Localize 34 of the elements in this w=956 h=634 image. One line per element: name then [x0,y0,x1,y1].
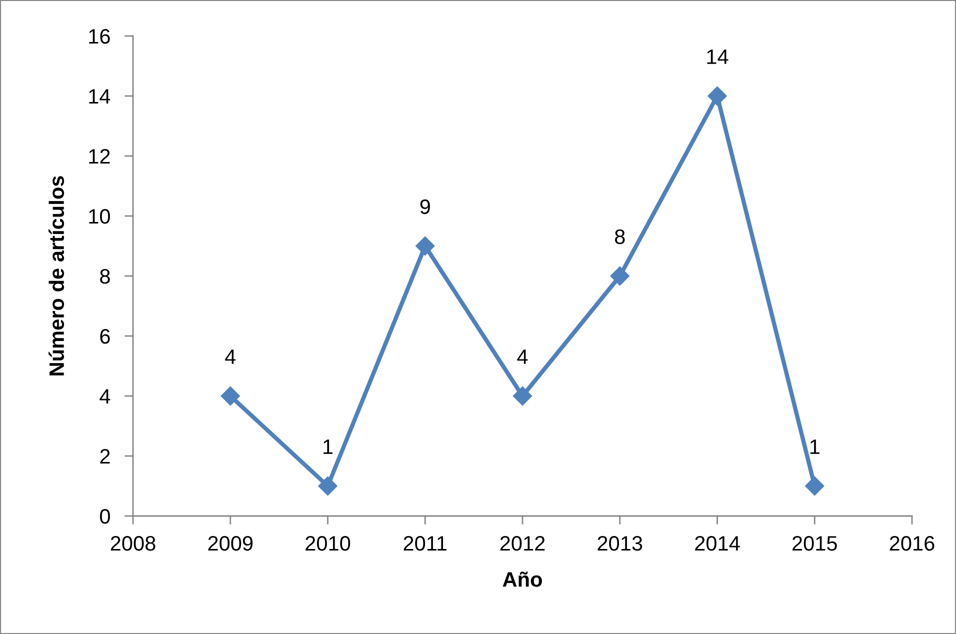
y-tick-label: 4 [100,389,110,404]
y-axis-title: Número de artículos [48,176,64,376]
data-label: 4 [225,350,236,364]
x-tick-label: 2008 [110,536,156,551]
x-tick-label: 2010 [306,536,350,551]
point [708,86,727,106]
y-tick-label: 10 [89,209,110,224]
point [805,476,824,496]
y-tick-label: 2 [100,449,110,464]
y-tick-label: 6 [100,329,110,344]
x-tick-label: 2014 [695,536,740,551]
data-label: 4 [517,350,528,364]
point [512,386,532,406]
x-tick-label: 2013 [598,536,642,551]
y-tick-label: 16 [89,29,110,44]
x-axis-title: Año [502,572,542,587]
point [416,236,435,256]
point [220,386,240,406]
x-tick-label: 2009 [208,536,253,551]
y-tick-label: 12 [89,149,110,164]
data-label: 1 [324,440,333,454]
data-label: 8 [614,229,625,244]
y-tick-label: 14 [89,89,110,104]
x-tick-label: 2012 [500,536,545,551]
point [610,266,630,286]
point [318,476,338,496]
x-tick-label: 2016 [890,536,934,551]
data-label: 14 [707,50,728,64]
y-tick-label: 0 [100,509,110,524]
data-label: 1 [810,440,820,454]
data-label: 9 [420,199,430,214]
x-tick-label: 2011 [404,536,447,551]
y-tick-label: 8 [100,269,110,284]
x-tick-label: 2015 [792,536,837,551]
